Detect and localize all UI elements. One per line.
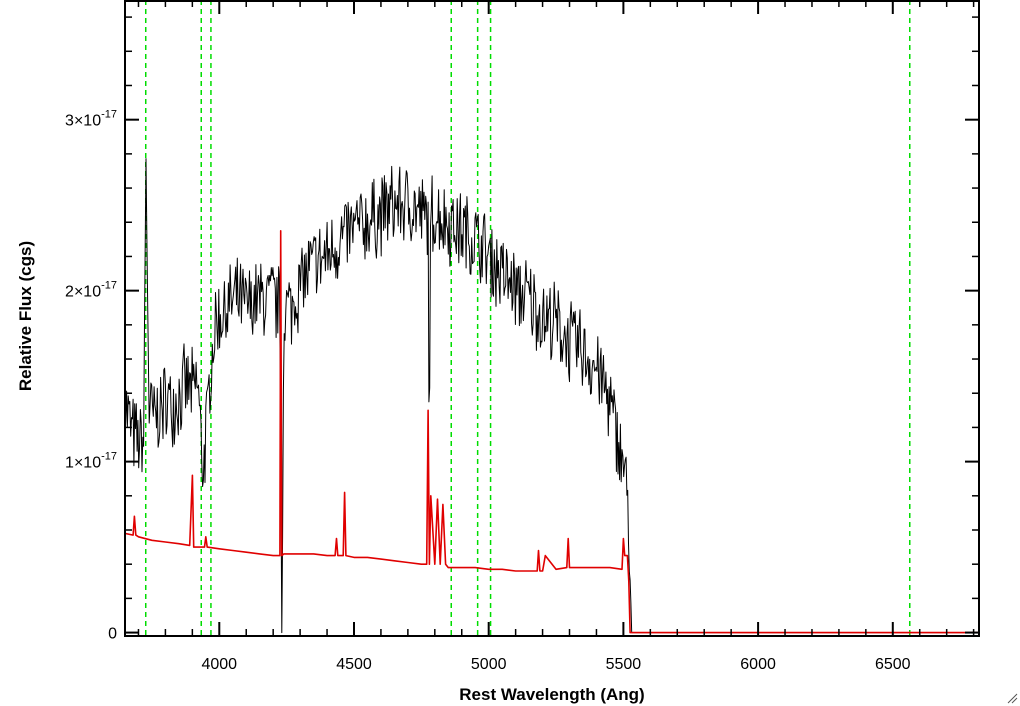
x-tick-label: 4000 bbox=[201, 656, 237, 673]
x-tick-label: 5000 bbox=[471, 656, 507, 673]
x-tick-label: 6000 bbox=[740, 656, 776, 673]
y-axis-title: Relative Flux (cgs) bbox=[16, 241, 35, 391]
x-tick-label: 6500 bbox=[875, 656, 911, 673]
y-tick-label: 3×10-17 bbox=[65, 109, 117, 130]
model-spectrum-line bbox=[124, 230, 979, 634]
y-axis-ticks: 0 1×10-17 2×10-17 3×10-17 bbox=[65, 16, 979, 643]
y-tick-label: 2×10-17 bbox=[65, 280, 117, 301]
x-axis-title: Rest Wavelength (Ang) bbox=[459, 685, 644, 704]
resize-grip-icon[interactable] bbox=[1006, 692, 1018, 704]
spectrum-series bbox=[124, 158, 979, 634]
observed-spectrum-line bbox=[124, 158, 979, 634]
x-axis-ticks: 4000 4500 5000 5500 6000 6500 bbox=[137, 0, 975, 673]
x-tick-label: 5500 bbox=[606, 656, 642, 673]
x-tick-label: 4500 bbox=[336, 656, 372, 673]
emission-line-markers bbox=[144, 0, 911, 636]
y-tick-label: 1×10-17 bbox=[65, 451, 117, 472]
plot-frame bbox=[124, 0, 980, 637]
y-tick-label: 0 bbox=[108, 626, 117, 643]
